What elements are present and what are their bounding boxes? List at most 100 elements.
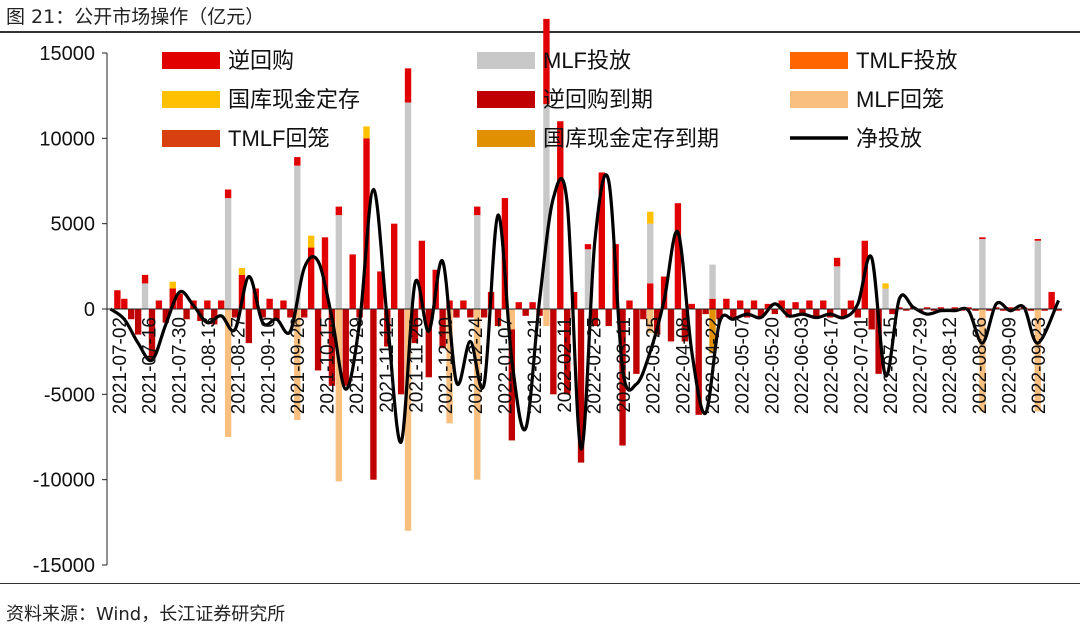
- bar: [1034, 239, 1041, 241]
- x-tick-label: 2022-04-22: [703, 317, 724, 414]
- legend-label: 国库现金定存到期: [543, 126, 719, 151]
- x-tick-label: 2022-02-11: [555, 317, 576, 413]
- bar: [446, 309, 453, 424]
- bar: [647, 283, 654, 309]
- legend-label: 逆回购: [228, 48, 294, 73]
- bar: [162, 309, 170, 323]
- legend-swatch: [790, 52, 848, 69]
- bar: [508, 309, 516, 330]
- legend-label: MLF投放: [543, 48, 631, 73]
- bar: [709, 264, 716, 299]
- bar: [882, 288, 889, 309]
- bar: [1034, 240, 1041, 309]
- legend-label: 净投放: [856, 126, 922, 151]
- bar: [391, 223, 398, 309]
- bar: [937, 307, 945, 309]
- bar: [647, 223, 654, 284]
- bar: [294, 157, 301, 166]
- bar: [176, 293, 183, 309]
- bar: [840, 309, 848, 318]
- bar: [986, 309, 993, 311]
- bar: [134, 309, 142, 335]
- legend-label: MLF回笼: [856, 87, 944, 112]
- bar: [480, 309, 488, 318]
- bar: [238, 268, 246, 275]
- bar: [993, 307, 1000, 309]
- bar: [238, 274, 246, 309]
- bar: [1048, 291, 1055, 309]
- bar: [224, 189, 232, 199]
- bar: [169, 288, 176, 309]
- bar: [411, 309, 419, 344]
- x-tick-label: 2022-07-29: [911, 317, 932, 414]
- x-tick-label: 2021-08-13: [199, 317, 220, 414]
- legend-label: 国库现金定存: [228, 87, 360, 112]
- bar: [1027, 309, 1035, 311]
- x-tick-label: 2022-09-23: [1029, 317, 1050, 414]
- bar: [688, 303, 695, 309]
- bar: [792, 302, 799, 309]
- bar: [695, 309, 702, 415]
- y-tick-label: 15000: [39, 43, 95, 65]
- bar: [854, 309, 862, 318]
- bar: [647, 211, 654, 224]
- x-tick-label: 2022-05-20: [762, 317, 783, 414]
- bar: [889, 309, 896, 315]
- bar: [183, 309, 190, 320]
- bar: [723, 298, 730, 309]
- bar: [1034, 309, 1041, 412]
- x-tick-label: 2021-07-16: [140, 317, 161, 414]
- bar: [764, 303, 772, 309]
- bar: [377, 271, 384, 309]
- bar: [474, 215, 481, 309]
- bar: [806, 300, 813, 309]
- bar: [224, 198, 232, 309]
- legend-label: TMLF回笼: [228, 126, 329, 151]
- bar: [979, 237, 986, 240]
- bar: [785, 309, 792, 318]
- bar: [474, 309, 481, 480]
- bar: [584, 244, 592, 250]
- bar: [307, 247, 315, 309]
- y-tick-label: -5000: [44, 384, 95, 406]
- legend-swatch: [162, 52, 220, 69]
- y-tick-label: 10000: [39, 128, 95, 150]
- bar: [439, 309, 446, 349]
- bar: [335, 215, 343, 309]
- bar: [550, 309, 557, 395]
- x-tick-label: 2022-03-25: [644, 317, 665, 414]
- bar: [570, 291, 578, 309]
- bar: [681, 309, 689, 342]
- x-tick-label: 2021-07-30: [169, 317, 190, 414]
- x-tick-label: 2021-07-02: [110, 317, 131, 414]
- bar: [799, 309, 806, 316]
- bar: [418, 240, 426, 309]
- bar: [813, 309, 820, 318]
- legend-swatch: [477, 52, 535, 69]
- bar: [543, 18, 550, 105]
- bar: [709, 309, 716, 354]
- bar: [397, 309, 405, 395]
- bar: [847, 300, 855, 309]
- bar: [584, 249, 592, 309]
- bar: [598, 172, 605, 309]
- bar: [543, 104, 550, 309]
- x-tick-label: 2022-09-09: [1000, 317, 1021, 414]
- bar: [494, 309, 502, 327]
- x-tick-label: 2022-08-12: [940, 317, 961, 414]
- bar: [750, 300, 758, 309]
- bar: [328, 309, 336, 386]
- bar: [218, 300, 225, 309]
- bar: [653, 309, 661, 335]
- bar: [335, 309, 343, 482]
- legend-swatch: [477, 130, 535, 147]
- bar: [709, 298, 716, 309]
- bar: [557, 121, 564, 310]
- bar: [640, 309, 647, 320]
- x-tick-label: 2022-03-11: [614, 317, 635, 413]
- x-tick-label: 2021-11-26: [407, 317, 428, 413]
- bar: [349, 254, 356, 309]
- bar: [564, 309, 571, 395]
